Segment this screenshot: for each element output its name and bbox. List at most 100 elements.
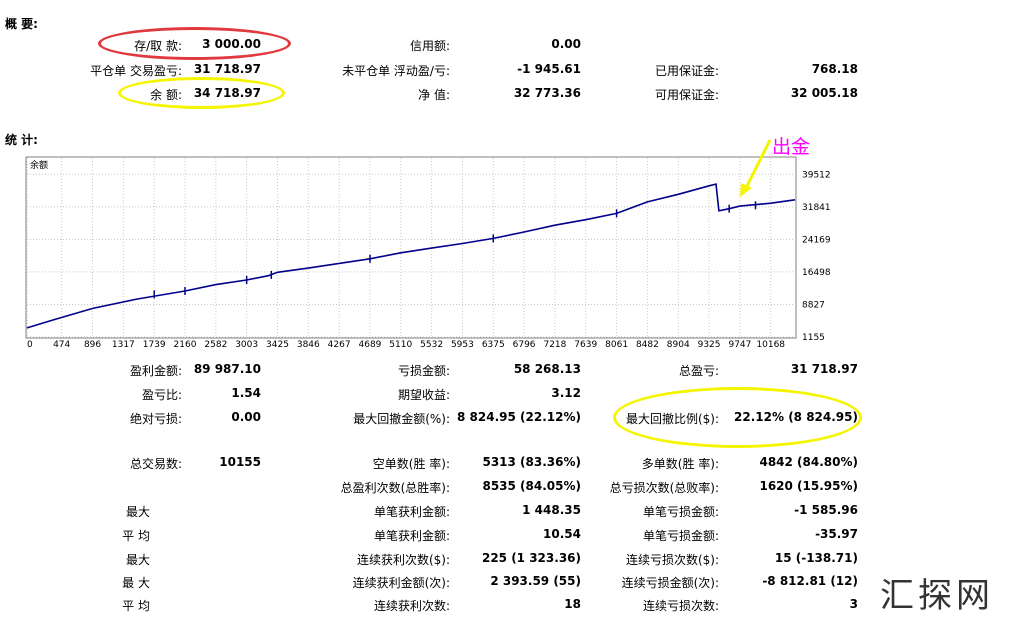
drawdown-highlight-oval: [613, 387, 862, 448]
x-tick-label: 4689: [359, 340, 382, 350]
short-trades-label: 空单数(胜 率):: [372, 457, 450, 471]
balance-highlight-oval: [118, 77, 285, 109]
long-trades-label: 多单数(胜 率):: [641, 457, 719, 471]
abs-drawdown-label: 绝对亏损:: [129, 412, 182, 426]
credit-value: 0.00: [551, 37, 581, 51]
x-tick-label: 6796: [513, 340, 536, 350]
x-tick-label: 5110: [389, 340, 412, 350]
equity-value: 32 773.36: [513, 86, 581, 100]
win-trades-value: 8535 (84.05%): [482, 479, 581, 493]
x-tick-label: 896: [84, 340, 101, 350]
rel-drawdown-label: 最大回撤比例($):: [625, 412, 719, 426]
floating-pl-label: 未平仓单 浮动盈/亏:: [342, 64, 450, 78]
row-label-largest: 最大: [125, 505, 150, 519]
credit-label: 信用额:: [409, 39, 450, 53]
avg-loss-label: 单笔亏损金额:: [642, 529, 719, 543]
x-tick-label: 5532: [420, 340, 443, 350]
max-cons-profit-label: 连续获利金额(次):: [352, 576, 450, 590]
gross-profit-value: 89 987.10: [193, 362, 261, 376]
x-tick-label: 7639: [574, 340, 597, 350]
y-tick-label: 24169: [802, 235, 831, 245]
x-tick-label: 10168: [756, 340, 785, 350]
total-trades-label: 总交易数:: [129, 457, 182, 471]
loss-trades-label: 总亏损次数(总败率):: [609, 481, 719, 495]
total-trades-value: 10155: [219, 455, 261, 469]
closed-pl-label: 平仓单 交易盈亏:: [90, 64, 182, 78]
avg-profit-label: 单笔获利金额:: [373, 529, 450, 543]
watermark: 汇探网: [880, 576, 994, 616]
avg-cons-wins-value: 18: [564, 597, 581, 611]
x-tick-label: 8482: [636, 340, 659, 350]
max-cons-profit-value: 2 393.59 (55): [490, 574, 581, 588]
net-profit-value: 31 718.97: [790, 362, 858, 376]
y-tick-label: 1155: [802, 333, 825, 343]
avg-cons-losses-label: 连续亏损次数:: [642, 599, 719, 613]
row-label-average-2: 平 均: [122, 599, 150, 613]
annotation-arrow-head: [740, 183, 752, 197]
max-cons-loss-label: 连续亏损金额(次):: [621, 576, 719, 590]
avg-loss-value: -35.97: [815, 527, 858, 541]
x-tick-label: 2160: [174, 340, 197, 350]
chart-spikes: [153, 201, 757, 299]
y-tick-label: 31841: [802, 203, 831, 213]
largest-loss-value: -1 585.96: [794, 503, 858, 517]
gross-profit-label: 盈利金额:: [129, 364, 182, 378]
y-tick-label: 8827: [802, 300, 825, 310]
x-tick-label: 5953: [451, 340, 474, 350]
withdrawal-annotation: 出金: [772, 136, 811, 158]
chart-plot-border: [25, 156, 797, 339]
max-cons-wins-value: 225 (1 323.36): [481, 551, 581, 565]
max-cons-losses-label: 连续亏损次数($):: [625, 553, 719, 567]
max-cons-losses-value: 15 (-138.71): [774, 551, 858, 565]
chart-title: 余额: [30, 159, 48, 171]
x-tick-label: 3003: [235, 340, 258, 350]
gross-loss-value: 58 268.13: [513, 362, 581, 376]
x-tick-label: 2582: [204, 340, 227, 350]
floating-pl-value: -1 945.61: [517, 62, 581, 76]
expected-payoff-value: 3.12: [551, 386, 581, 400]
x-tick-label: 3846: [297, 340, 320, 350]
y-tick-label: 16498: [802, 268, 831, 278]
x-tick-label: 9325: [698, 340, 721, 350]
largest-profit-label: 单笔获利金额:: [373, 505, 450, 519]
rel-drawdown-value: 22.12% (8 824.95): [734, 410, 858, 424]
annotation-arrow-shaft: [743, 139, 772, 191]
x-tick-label: 474: [53, 340, 70, 350]
equity-label: 净 值:: [418, 88, 450, 102]
y-tick-label: 39512: [802, 170, 831, 180]
x-tick-label: 6375: [482, 340, 505, 350]
abs-drawdown-value: 0.00: [231, 410, 261, 424]
free-margin-label: 可用保证金:: [654, 88, 719, 102]
loss-trades-value: 1620 (15.95%): [759, 479, 858, 493]
max-drawdown-value: 8 824.95 (22.12%): [457, 410, 581, 424]
x-tick-label: 1739: [143, 340, 166, 350]
profit-factor-value: 1.54: [231, 386, 261, 400]
max-cons-loss-value: -8 812.81 (12): [762, 574, 858, 588]
avg-cons-wins-label: 连续获利次数:: [373, 599, 450, 613]
max-drawdown-label: 最大回撤金额(%):: [353, 412, 450, 426]
closed-pl-value: 31 718.97: [193, 62, 261, 76]
free-margin-value: 32 005.18: [790, 86, 858, 100]
balance-line: [26, 183, 796, 329]
x-tick-label: 3425: [266, 340, 289, 350]
stats-title: 统 计:: [5, 133, 38, 147]
chart-grid: [26, 158, 795, 338]
short-trades-value: 5313 (83.36%): [482, 455, 581, 469]
margin-label: 已用保证金:: [654, 64, 719, 78]
x-tick-label: 1317: [112, 340, 135, 350]
profit-factor-label: 盈亏比:: [141, 388, 182, 402]
row-label-average: 平 均: [122, 529, 150, 543]
x-tick-label: 7218: [543, 340, 566, 350]
net-profit-label: 总盈亏:: [678, 364, 719, 378]
expected-payoff-label: 期望收益:: [397, 388, 450, 402]
summary-title: 概 要:: [5, 17, 38, 31]
x-tick-label: 4267: [328, 340, 351, 350]
x-tick-label: 8061: [605, 340, 628, 350]
largest-profit-value: 1 448.35: [522, 503, 581, 517]
chart-y-ticks: 39512 31841 24169 16498 8827 1155: [802, 170, 831, 343]
deposit-highlight-oval: [98, 27, 291, 60]
win-trades-label: 总盈利次数(总胜率):: [340, 481, 450, 495]
x-tick-label: 9747: [728, 340, 751, 350]
avg-profit-value: 10.54: [543, 527, 581, 541]
